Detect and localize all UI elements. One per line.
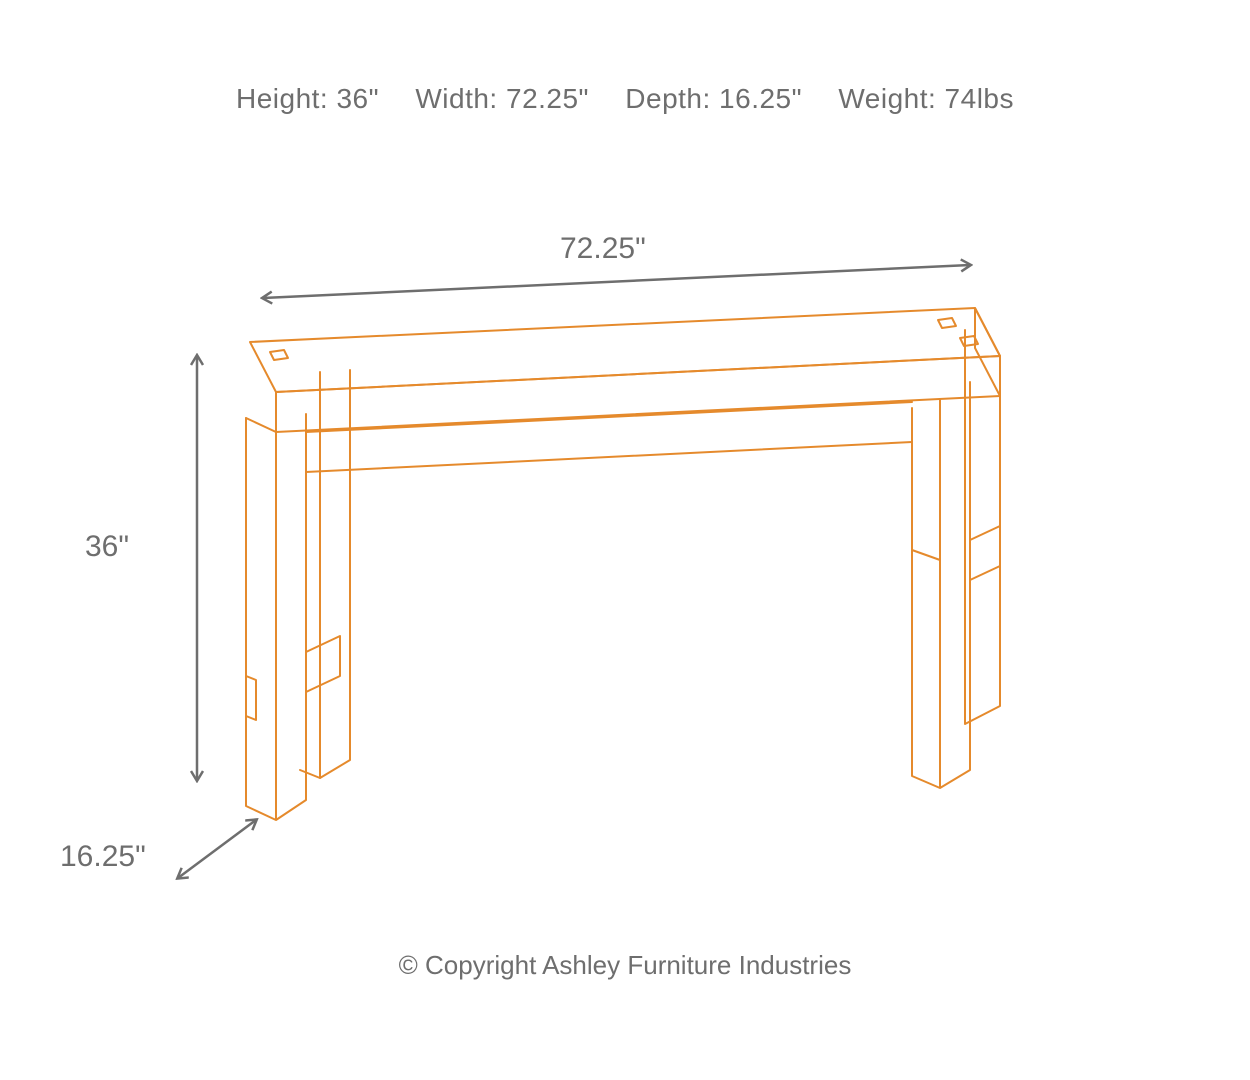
furniture-diagram bbox=[0, 0, 1250, 1080]
depth-arrow bbox=[178, 820, 256, 878]
dimension-arrows bbox=[178, 265, 970, 878]
furniture-outline bbox=[246, 308, 1000, 820]
width-arrow bbox=[263, 265, 970, 298]
